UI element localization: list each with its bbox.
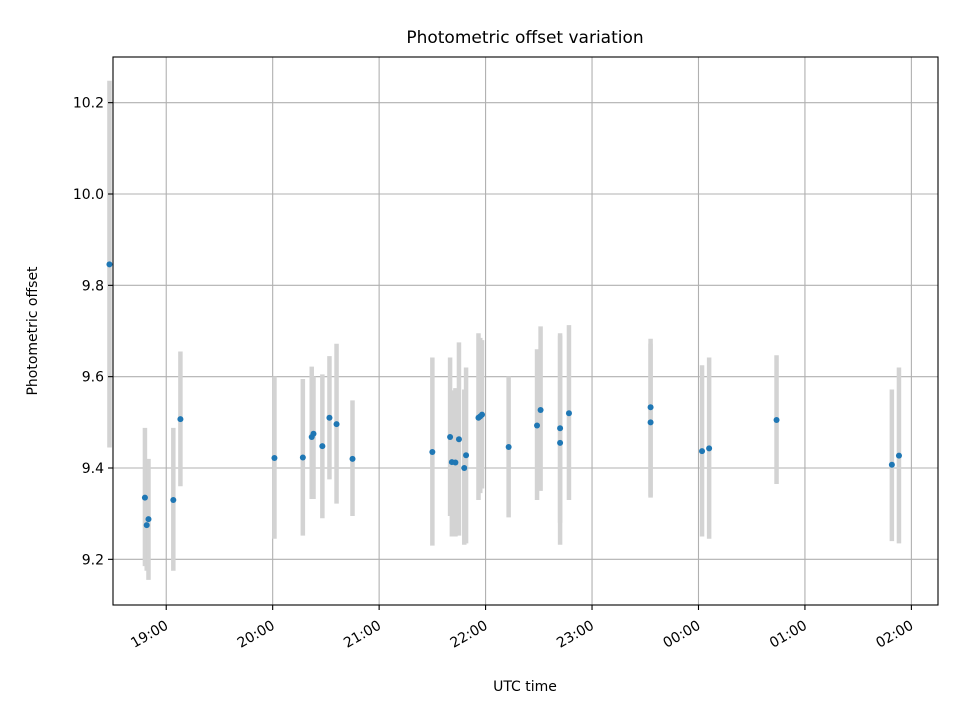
chart-title: Photometric offset variation bbox=[406, 28, 643, 48]
data-point bbox=[463, 452, 470, 459]
data-point bbox=[326, 414, 333, 421]
data-point bbox=[557, 425, 564, 432]
data-point bbox=[452, 459, 459, 466]
data-point bbox=[271, 454, 278, 461]
data-point bbox=[647, 419, 654, 426]
data-point bbox=[557, 439, 564, 446]
data-point bbox=[106, 261, 113, 268]
y-tick-label: 9.2 bbox=[82, 552, 104, 568]
plot-frame bbox=[112, 56, 939, 606]
data-point bbox=[895, 452, 902, 459]
data-point bbox=[888, 461, 895, 468]
data-point bbox=[565, 410, 572, 417]
data-point bbox=[537, 407, 544, 414]
data-point bbox=[706, 445, 713, 452]
data-point bbox=[319, 443, 326, 450]
data-point bbox=[145, 516, 152, 523]
data-point bbox=[333, 421, 340, 428]
data-point bbox=[177, 416, 184, 423]
y-axis-ticks: 9.2 9.4 9.6 9.8 10.0 10.2 bbox=[73, 96, 113, 568]
data-point bbox=[461, 465, 468, 471]
data-point bbox=[647, 404, 654, 411]
data-point bbox=[349, 455, 356, 462]
y-tick-label: 10.2 bbox=[73, 96, 104, 112]
data-point bbox=[455, 436, 462, 443]
data-point bbox=[429, 449, 436, 456]
data-point bbox=[170, 496, 177, 503]
data-point bbox=[299, 454, 306, 461]
data-point bbox=[143, 522, 150, 529]
grid bbox=[113, 57, 938, 605]
data-point bbox=[479, 411, 486, 418]
data-point bbox=[505, 443, 512, 450]
data-point bbox=[141, 494, 148, 501]
y-tick-label: 9.4 bbox=[82, 461, 104, 477]
data-point bbox=[699, 448, 706, 455]
data-point bbox=[447, 433, 454, 440]
data-point bbox=[310, 430, 317, 437]
x-axis-label: UTC time bbox=[493, 679, 557, 695]
data-point bbox=[773, 417, 780, 424]
data-point bbox=[534, 422, 541, 429]
y-tick-label: 10.0 bbox=[73, 187, 104, 203]
y-axis-label: Photometric offset bbox=[25, 266, 41, 396]
y-tick-label: 9.8 bbox=[82, 278, 104, 294]
y-tick-label: 9.6 bbox=[82, 370, 104, 386]
data-points bbox=[106, 261, 902, 529]
